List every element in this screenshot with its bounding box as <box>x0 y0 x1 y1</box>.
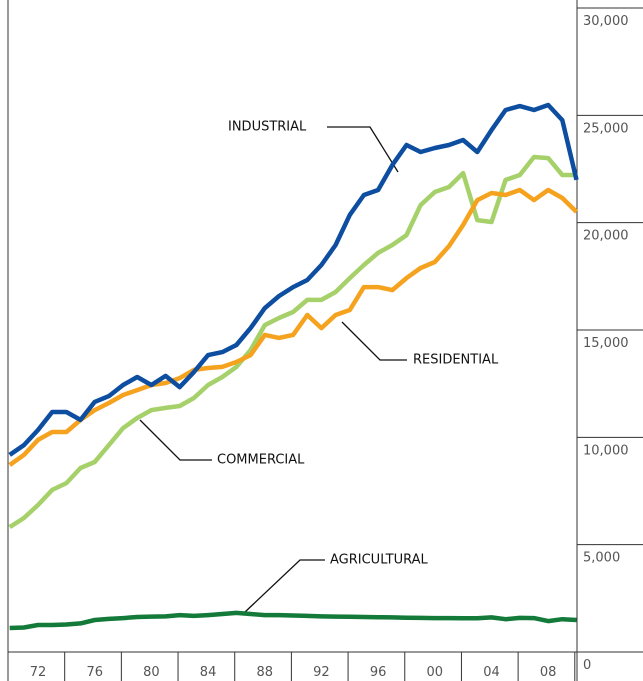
y-tick-label: 25,000 <box>583 121 629 136</box>
y-tick-label: 5,000 <box>583 551 620 566</box>
series-line <box>9 610 577 631</box>
x-tick-label: 04 <box>483 665 500 680</box>
x-tick-label: 76 <box>86 665 103 680</box>
series-label: RESIDENTIAL <box>413 353 499 368</box>
leader-line <box>244 559 325 613</box>
leader-line <box>341 321 407 361</box>
y-tick-label: 0 <box>583 658 591 673</box>
y-tick-label: 10,000 <box>583 443 629 458</box>
series-label: INDUSTRIAL <box>228 120 307 135</box>
series-label: AGRICULTURAL <box>330 553 429 568</box>
leader-line <box>327 126 399 173</box>
x-tick-label: 72 <box>30 665 47 680</box>
series-line <box>8 187 579 467</box>
leader-lines <box>139 126 407 613</box>
x-tick-label: 96 <box>370 665 387 680</box>
x-tick-label: 88 <box>256 665 273 680</box>
x-tick-label: 00 <box>427 665 444 680</box>
x-tick-label: 92 <box>313 665 330 680</box>
x-tick-label: 08 <box>540 665 557 680</box>
y-tick-label: 15,000 <box>583 336 629 351</box>
x-tick-label: 80 <box>143 665 160 680</box>
series-label: COMMERCIAL <box>217 453 305 468</box>
leader-line <box>139 419 212 461</box>
x-tick-label: 84 <box>200 665 217 680</box>
series-line <box>8 102 579 457</box>
y-tick-label: 30,000 <box>583 14 629 29</box>
y-tick-label: 20,000 <box>583 229 629 244</box>
series-line <box>8 154 577 529</box>
